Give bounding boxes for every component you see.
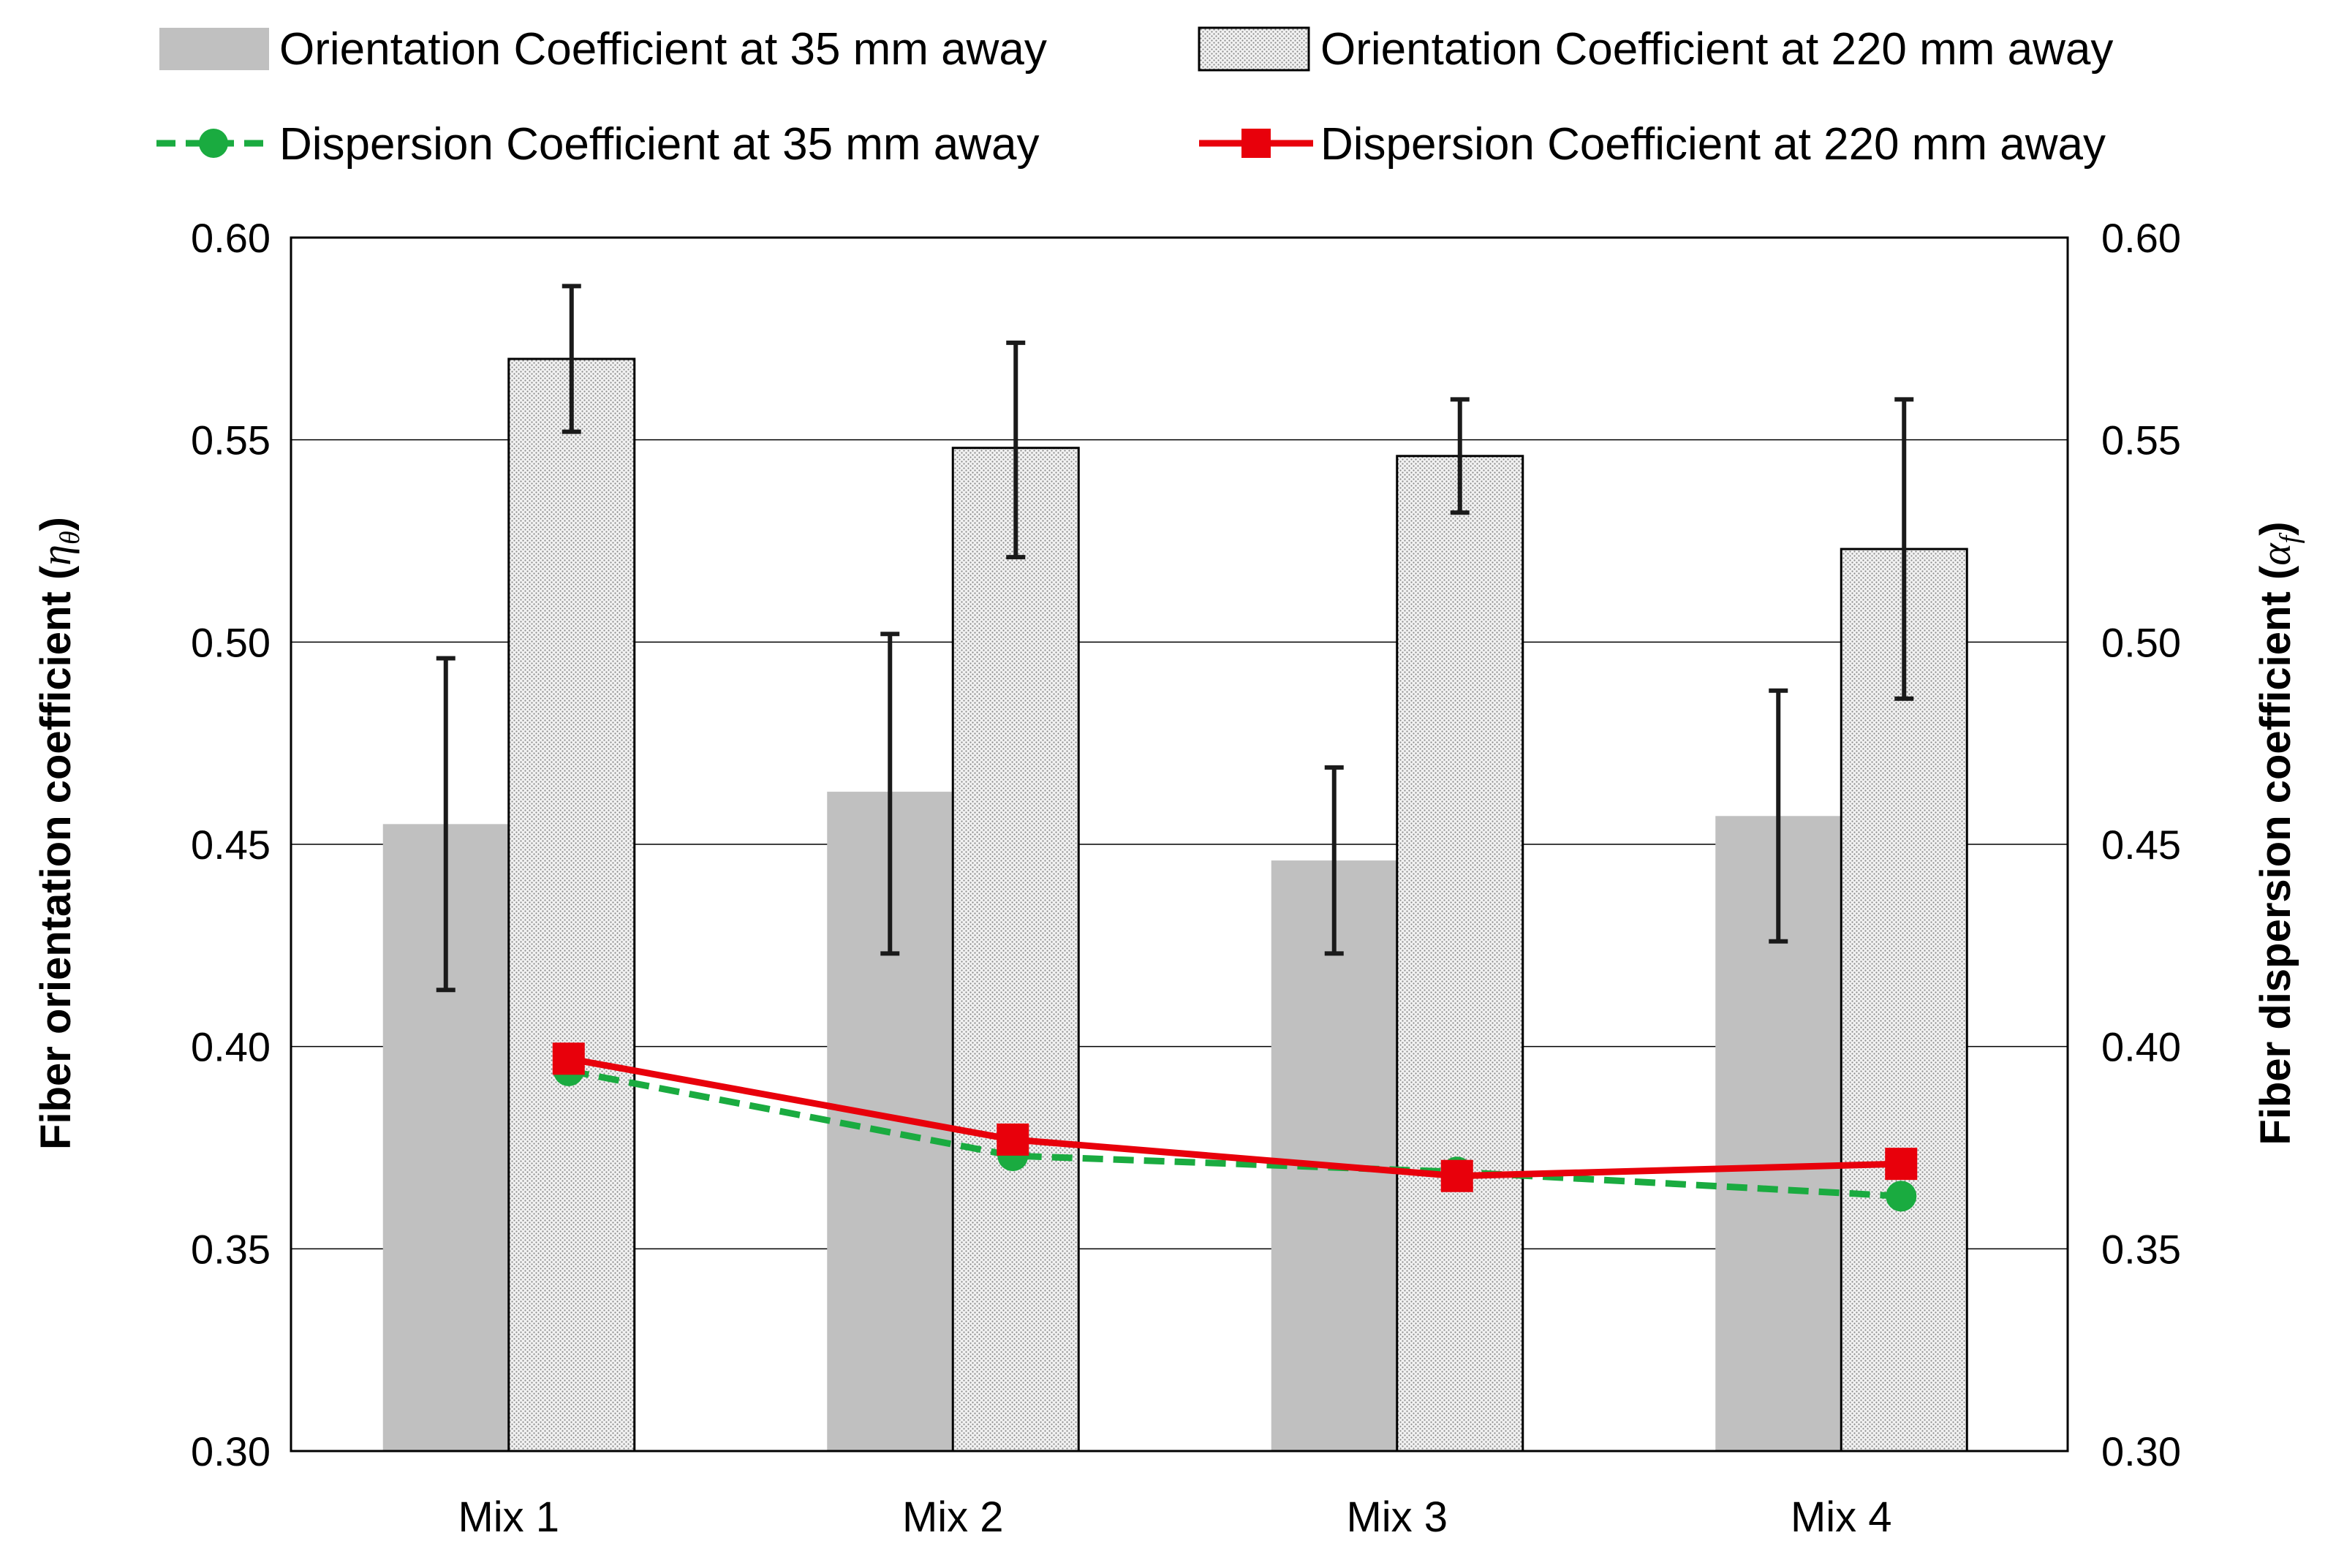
- right-tick-label: 0.50: [2101, 619, 2181, 665]
- right-tick-label: 0.55: [2101, 417, 2181, 463]
- left-tick-label: 0.30: [191, 1428, 271, 1474]
- bars: [382, 357, 1968, 1453]
- marker-red-square[interactable]: [1885, 1148, 1918, 1181]
- legend: Orientation Coefficient at 35 mm away Or…: [156, 24, 2113, 170]
- right-tick-label: 0.30: [2101, 1428, 2181, 1474]
- left-tick-label: 0.60: [191, 215, 271, 261]
- bar-orientation-220[interactable]: [1396, 455, 1524, 1453]
- plot-frame: [290, 236, 2069, 1453]
- legend-label-dispersion-220: Dispersion Coefficient at 220 mm away: [1320, 119, 2106, 170]
- marker-red-square[interactable]: [552, 1042, 585, 1075]
- category-label: Mix 4: [1791, 1493, 1892, 1541]
- left-axis-title: Fiber orientation coefficient (ηθ): [32, 517, 86, 1150]
- legend-item-orientation-35[interactable]: Orientation Coefficient at 35 mm away: [159, 24, 1047, 75]
- marker-red-square[interactable]: [1440, 1159, 1473, 1192]
- legend-item-orientation-220[interactable]: Orientation Coefficient at 220 mm away: [1198, 24, 2113, 75]
- legend-item-dispersion-35[interactable]: Dispersion Coefficient at 35 mm away: [156, 119, 1040, 170]
- category-labels: Mix 1 Mix 2 Mix 3 Mix 4: [458, 1493, 1891, 1541]
- category-label: Mix 2: [902, 1493, 1004, 1541]
- legend-label-orientation-220: Orientation Coefficient at 220 mm away: [1320, 24, 2113, 75]
- category-label: Mix 1: [458, 1493, 559, 1541]
- left-tick-label: 0.40: [191, 1024, 271, 1070]
- marker-red-square[interactable]: [997, 1123, 1029, 1156]
- left-tick-label: 0.45: [191, 822, 271, 868]
- right-tick-label: 0.40: [2101, 1024, 2181, 1070]
- legend-label-orientation-35: Orientation Coefficient at 35 mm away: [279, 24, 1047, 75]
- left-tick-label: 0.55: [191, 417, 271, 463]
- bar-orientation-220[interactable]: [507, 357, 636, 1453]
- left-tick-label: 0.35: [191, 1226, 271, 1272]
- left-tick-label: 0.50: [191, 619, 271, 665]
- left-axis-ticks: 0.30 0.35 0.40 0.45 0.50 0.55 0.60: [191, 215, 271, 1474]
- right-tick-label: 0.45: [2101, 822, 2181, 868]
- dispersion-lines: [552, 1042, 1918, 1212]
- legend-swatch-dotted: [1198, 26, 1310, 72]
- line-dispersion-35: [567, 1067, 1902, 1200]
- marker-green-circle[interactable]: [1886, 1181, 1917, 1212]
- bar-orientation-220[interactable]: [951, 447, 1080, 1453]
- legend-label-dispersion-35: Dispersion Coefficient at 35 mm away: [279, 119, 1040, 170]
- error-bars: [436, 284, 1914, 993]
- right-axis-ticks: 0.30 0.35 0.40 0.45 0.50 0.55 0.60: [2101, 215, 2181, 1474]
- category-label: Mix 3: [1346, 1493, 1448, 1541]
- legend-marker-green-circle: [199, 129, 228, 158]
- right-tick-label: 0.35: [2101, 1226, 2181, 1272]
- right-axis-title: Fiber dispersion coefficient (αf): [2252, 521, 2305, 1145]
- bar-orientation-35[interactable]: [1271, 860, 1397, 1451]
- legend-marker-red-square: [1241, 129, 1271, 158]
- line-dispersion-220: [567, 1055, 1902, 1180]
- right-tick-label: 0.60: [2101, 215, 2181, 261]
- legend-swatch-gray: [159, 28, 269, 70]
- legend-item-dispersion-220[interactable]: Dispersion Coefficient at 220 mm away: [1199, 119, 2106, 170]
